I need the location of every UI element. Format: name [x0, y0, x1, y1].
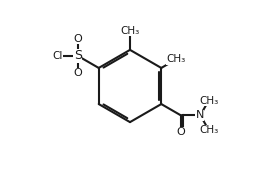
Text: Cl: Cl — [52, 51, 62, 61]
Text: CH₃: CH₃ — [199, 96, 219, 106]
Text: CH₃: CH₃ — [167, 54, 186, 64]
Text: CH₃: CH₃ — [120, 26, 140, 36]
Text: N: N — [195, 110, 204, 120]
Text: CH₃: CH₃ — [199, 125, 219, 135]
Text: S: S — [74, 49, 82, 62]
Text: O: O — [176, 127, 185, 137]
Text: O: O — [74, 34, 82, 44]
Text: O: O — [74, 68, 82, 78]
